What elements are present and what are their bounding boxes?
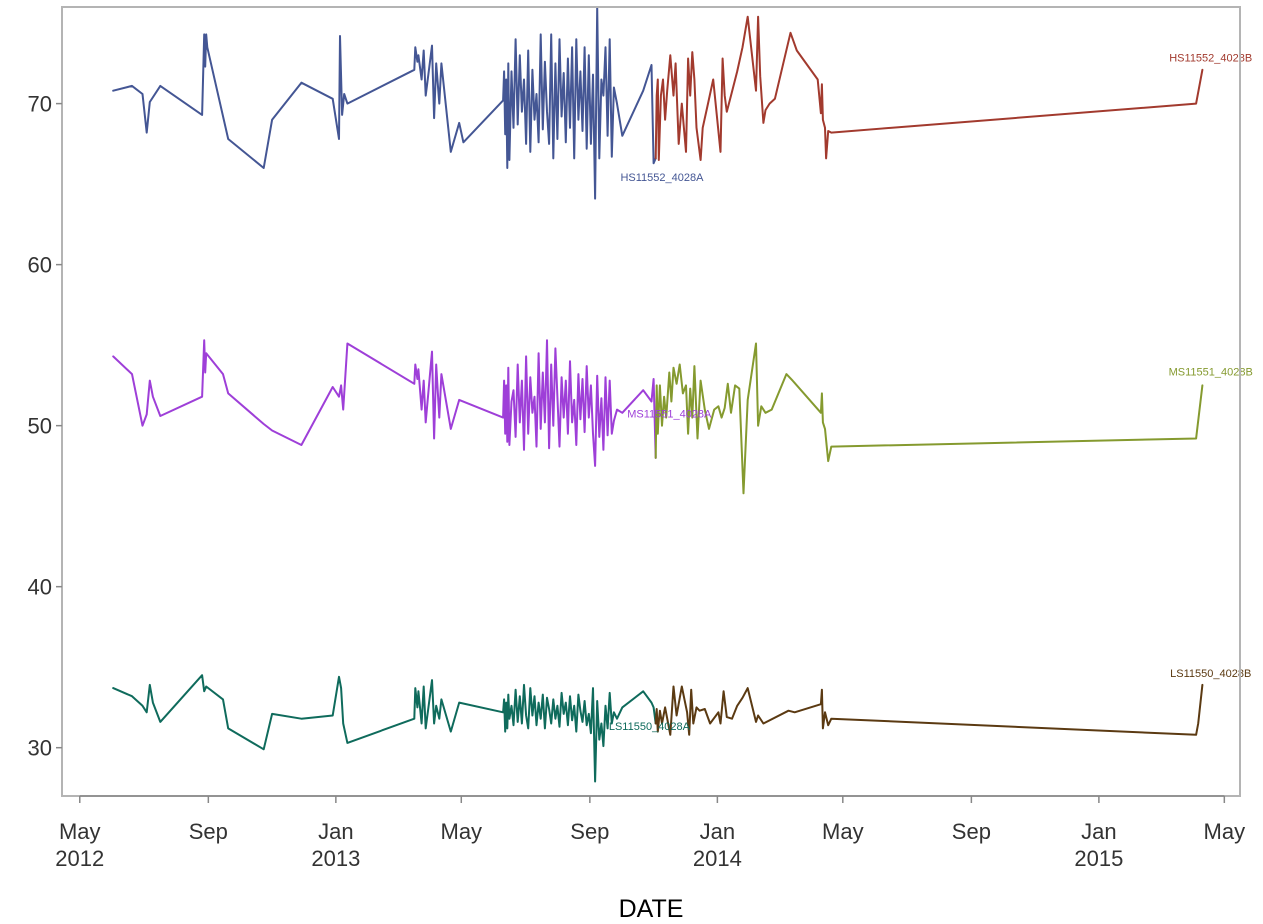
series-layer xyxy=(112,6,1204,783)
x-axis-title: DATE xyxy=(619,895,684,923)
x-tick-label-month: Jan xyxy=(700,819,735,844)
series-line-ls11550-4028b xyxy=(654,683,1204,736)
x-tick-label-year: 2015 xyxy=(1074,846,1123,871)
x-tick-label-year: 2012 xyxy=(55,846,104,871)
y-axis: 30 40 50 60 70 xyxy=(28,92,62,761)
x-tick-label-month: May xyxy=(822,819,864,844)
y-tick-label: 50 xyxy=(28,414,52,439)
series-line-hs11552-4028b xyxy=(654,15,1204,161)
series-line-ms11551-4028b xyxy=(654,342,1204,495)
x-tick-label-year: 2013 xyxy=(311,846,360,871)
series-line-ms11551-4028a xyxy=(112,339,657,467)
series-label-hs11552-4028b: HS11552_4028B xyxy=(1169,53,1252,65)
x-tick-label-year: 2014 xyxy=(693,846,742,871)
series-label-hs11552-4028a: HS11552_4028A xyxy=(620,172,704,184)
series-label-ls11550-4028a: LS11550_4028A xyxy=(609,721,691,733)
y-tick-label: 40 xyxy=(28,575,52,600)
series-label-ms11551-4028a: MS11551_4028A xyxy=(627,409,712,421)
y-tick-label: 70 xyxy=(28,92,52,117)
y-tick-label: 30 xyxy=(28,736,52,761)
series-label-ls11550-4028b: LS11550_4028B xyxy=(1170,668,1251,680)
x-tick-label-month: Sep xyxy=(952,819,991,844)
x-tick-label-month: Sep xyxy=(570,819,609,844)
x-tick-label-month: May xyxy=(441,819,483,844)
x-tick-label-month: May xyxy=(59,819,101,844)
series-labels-layer: HS11552_4028A HS11552_4028B MS11551_4028A M… xyxy=(609,53,1253,733)
x-tick-label-month: May xyxy=(1204,819,1246,844)
series-line-ls11550-4028a xyxy=(112,674,657,783)
series-line-hs11552-4028a xyxy=(112,6,657,200)
series-label-ms11551-4028b: MS11551_4028B xyxy=(1169,367,1253,379)
y-tick-label: 60 xyxy=(28,253,52,278)
x-tick-label-month: Jan xyxy=(1081,819,1116,844)
x-tick-label-month: Jan xyxy=(318,819,353,844)
x-tick-label-month: Sep xyxy=(189,819,228,844)
